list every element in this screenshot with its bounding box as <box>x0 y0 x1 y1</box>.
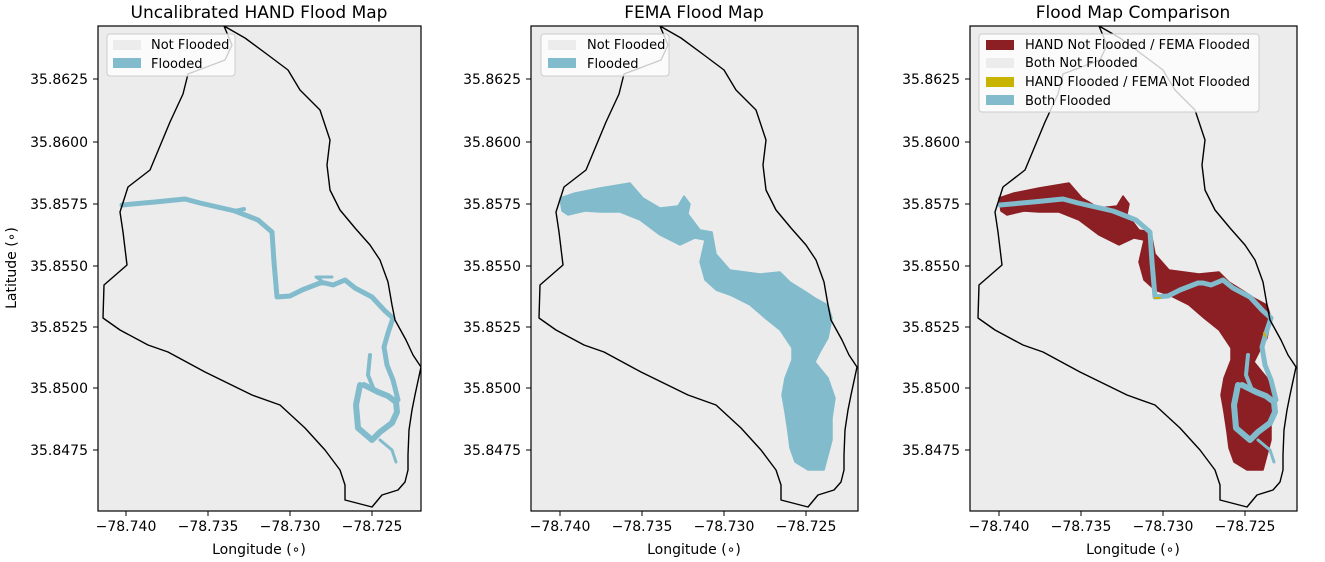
legend-swatch <box>986 95 1014 105</box>
axes-frame <box>530 25 859 512</box>
y-tick-label: 35.8600 <box>902 135 960 151</box>
panel-uncalibrated-hand: Uncalibrated HAND Flood Map Not Flooded … <box>4 3 422 558</box>
flooded-area <box>559 182 836 471</box>
y-tick-label: 35.8550 <box>463 259 521 275</box>
y-tick-label: 35.8475 <box>902 443 960 459</box>
legend: Not Flooded Flooded <box>106 33 236 77</box>
watershed-boundary <box>977 26 1297 508</box>
x-axis: −78.740 −78.735 −78.730 −78.725 <box>530 511 837 535</box>
x-tick-label: −78.735 <box>612 519 673 535</box>
legend-swatch <box>986 40 1014 50</box>
x-tick-label: −78.730 <box>1133 519 1194 535</box>
y-tick-label: 35.8625 <box>30 72 88 88</box>
x-axis: −78.740 −78.735 −78.730 −78.725 <box>96 511 403 535</box>
panel-title: Flood Map Comparison <box>1036 3 1231 23</box>
y-tick-label: 35.8525 <box>30 320 88 336</box>
x-tick-label: −78.740 <box>530 519 591 535</box>
y-tick-label: 35.8550 <box>902 259 960 275</box>
watershed-boundary <box>538 26 858 508</box>
watershed-boundary <box>102 26 421 508</box>
panel-title: Uncalibrated HAND Flood Map <box>131 3 388 23</box>
x-tick-label: −78.740 <box>969 519 1030 535</box>
y-tick-label: 35.8500 <box>902 381 960 397</box>
x-tick-label: −78.735 <box>1051 519 1112 535</box>
panel-title: FEMA Flood Map <box>624 3 764 23</box>
y-tick-label: 35.8550 <box>30 259 88 275</box>
x-tick-label: −78.730 <box>694 519 755 535</box>
axes-frame <box>97 25 422 512</box>
y-tick-label: 35.8475 <box>30 443 88 459</box>
x-axis-label: Longitude (∘) <box>212 542 306 558</box>
x-tick-label: −78.725 <box>342 519 403 535</box>
axes-frame <box>969 25 1298 512</box>
x-tick-label: −78.740 <box>96 519 157 535</box>
flooded-area <box>119 196 401 464</box>
legend-label: Not Flooded <box>587 38 665 53</box>
y-tick-label: 35.8475 <box>463 443 521 459</box>
legend-label: Both Not Flooded <box>1025 56 1138 71</box>
y-tick-label: 35.8625 <box>902 72 960 88</box>
y-tick-label: 35.8575 <box>463 197 521 213</box>
legend-label: HAND Not Flooded / FEMA Flooded <box>1025 38 1250 53</box>
y-axis: 35.8625 35.8600 35.8575 35.8550 35.8525 … <box>463 72 531 459</box>
map-area <box>98 26 421 511</box>
y-tick-label: 35.8600 <box>30 135 88 151</box>
y-tick-label: 35.8575 <box>902 197 960 213</box>
hand-only-flooded-area <box>1154 297 1266 337</box>
legend-swatch <box>548 58 576 68</box>
x-axis-label: Longitude (∘) <box>1086 542 1180 558</box>
y-tick-label: 35.8600 <box>463 135 521 151</box>
y-tick-label: 35.8500 <box>30 381 88 397</box>
legend-label: Flooded <box>151 57 203 72</box>
legend-swatch <box>548 40 576 50</box>
y-tick-label: 35.8525 <box>902 320 960 336</box>
x-axis-label: Longitude (∘) <box>647 542 741 558</box>
legend-swatch <box>113 40 141 50</box>
legend-swatch <box>986 77 1014 87</box>
y-tick-label: 35.8525 <box>463 320 521 336</box>
y-axis: 35.8625 35.8600 35.8575 35.8550 35.8525 … <box>30 72 98 459</box>
panel-fema: FEMA Flood Map Not Flooded Flooded 35.86… <box>463 3 859 558</box>
legend: Not Flooded Flooded <box>540 33 670 77</box>
legend-swatch <box>986 58 1014 68</box>
x-tick-label: −78.725 <box>1215 519 1276 535</box>
y-axis: 35.8625 35.8600 35.8575 35.8550 35.8525 … <box>902 72 970 459</box>
legend-swatch <box>113 58 141 68</box>
legend-label: HAND Flooded / FEMA Not Flooded <box>1025 75 1250 90</box>
y-tick-label: 35.8575 <box>30 197 88 213</box>
legend-label: Flooded <box>587 57 639 72</box>
y-tick-label: 35.8625 <box>463 72 521 88</box>
legend-label: Not Flooded <box>151 38 229 53</box>
x-axis: −78.740 −78.735 −78.730 −78.725 <box>969 511 1276 535</box>
legend-label: Both Flooded <box>1025 94 1111 109</box>
x-tick-label: −78.730 <box>260 519 321 535</box>
y-tick-label: 35.8500 <box>463 381 521 397</box>
legend: HAND Not Flooded / FEMA Flooded Both Not… <box>978 33 1260 113</box>
x-tick-label: −78.735 <box>178 519 239 535</box>
panel-comparison: Flood Map Comparison HAND Not Flooded <box>902 3 1298 558</box>
x-tick-label: −78.725 <box>776 519 837 535</box>
y-axis-label: Latitude (∘) <box>4 227 20 309</box>
